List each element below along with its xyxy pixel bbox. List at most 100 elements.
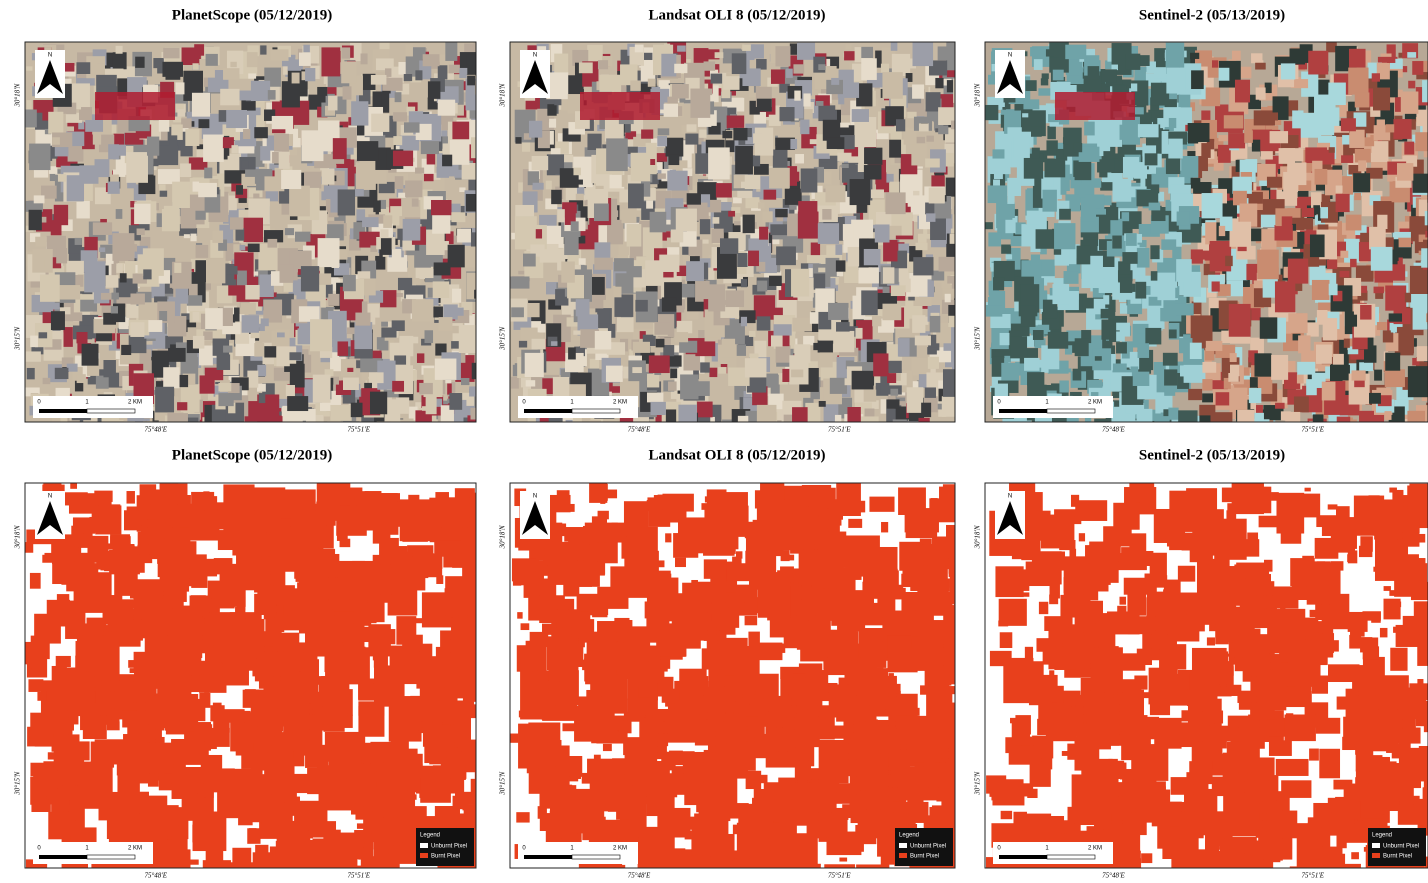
texture-patch [439, 317, 453, 331]
texture-patch [393, 151, 413, 166]
texture-patch [835, 244, 842, 255]
texture-patch [1048, 332, 1068, 349]
texture-patch [236, 185, 243, 195]
texture-patch [328, 96, 337, 111]
texture-patch [628, 183, 644, 208]
texture-patch [1254, 353, 1271, 376]
texture-patch [886, 399, 899, 408]
texture-patch [1369, 227, 1386, 250]
texture-patch [1122, 212, 1130, 221]
texture-patch [466, 194, 483, 212]
texture-patch [1137, 248, 1150, 268]
texture-patch [1235, 80, 1250, 103]
texture-patch [274, 134, 289, 152]
texture-patch [247, 52, 258, 67]
texture-patch [1228, 373, 1238, 382]
texture-patch [1006, 254, 1013, 259]
texture-patch [946, 244, 957, 258]
texture-patch [786, 69, 793, 78]
texture-patch [1327, 260, 1337, 269]
burnt-patch [28, 679, 43, 692]
texture-patch [985, 105, 998, 120]
texture-patch [1310, 235, 1325, 258]
texture-patch [1148, 421, 1159, 436]
longitude-label: 75°48'E [1102, 426, 1125, 434]
texture-patch [1351, 422, 1372, 435]
texture-patch [708, 147, 730, 179]
texture-patch [1111, 65, 1117, 71]
texture-patch [76, 332, 87, 343]
texture-patch [993, 149, 1005, 158]
panel-title: Sentinel-2 (05/13/2019) [1139, 7, 1285, 23]
texture-patch [60, 285, 81, 299]
texture-patch [1255, 63, 1266, 70]
texture-patch [212, 231, 223, 243]
texture-patch [1297, 198, 1306, 207]
texture-patch [757, 281, 767, 292]
texture-patch [1230, 222, 1252, 247]
texture-patch [1387, 57, 1395, 63]
texture-patch [450, 140, 470, 165]
texture-patch [321, 47, 340, 76]
texture-patch [205, 308, 223, 329]
texture-patch [851, 220, 873, 239]
texture-patch [1011, 236, 1023, 246]
scale-bar [999, 409, 1047, 413]
texture-patch [907, 387, 924, 413]
texture-patch [988, 185, 1008, 203]
texture-patch [130, 293, 144, 304]
texture-patch [1007, 196, 1014, 204]
texture-patch [29, 210, 42, 230]
texture-patch [103, 360, 115, 377]
longitude-label: 75°51'E [347, 426, 370, 434]
texture-patch [635, 300, 647, 312]
texture-patch [474, 42, 483, 49]
texture-patch [745, 197, 759, 208]
texture-patch [595, 331, 611, 350]
texture-patch [1036, 229, 1057, 248]
texture-patch [1219, 68, 1230, 81]
texture-patch [913, 42, 934, 66]
texture-patch [749, 331, 756, 337]
burnt-patch [95, 743, 103, 747]
texture-patch [76, 62, 90, 74]
texture-patch [1298, 218, 1313, 230]
texture-patch [1410, 266, 1428, 294]
texture-patch [881, 64, 889, 73]
texture-patch [1244, 130, 1253, 143]
texture-patch [415, 168, 424, 174]
texture-patch [375, 256, 385, 270]
texture-patch [172, 182, 190, 208]
texture-patch [1329, 284, 1338, 295]
texture-patch [915, 243, 927, 250]
texture-patch [882, 72, 902, 99]
texture-patch [426, 397, 437, 415]
texture-patch [1169, 118, 1176, 128]
texture-patch [594, 258, 613, 270]
texture-patch [725, 290, 744, 307]
texture-patch [695, 203, 707, 218]
texture-patch [1097, 159, 1115, 172]
texture-patch [417, 353, 424, 363]
texture-patch [791, 370, 803, 378]
texture-patch [911, 144, 926, 165]
texture-patch [1161, 239, 1176, 250]
texture-patch [428, 81, 440, 99]
texture-patch [743, 215, 755, 234]
texture-patch [421, 141, 439, 154]
texture-patch [318, 273, 332, 284]
texture-patch [1010, 336, 1027, 358]
texture-patch [1202, 193, 1223, 218]
texture-patch [108, 144, 119, 159]
texture-patch [631, 153, 651, 182]
texture-patch [93, 222, 112, 235]
texture-patch [1169, 329, 1177, 338]
texture-patch [1053, 70, 1064, 81]
texture-patch [1270, 131, 1288, 143]
texture-patch [738, 416, 748, 426]
figure: PlanetScope (05/12/2019)N30°18'N30°15'N7… [0, 0, 1428, 883]
texture-patch [536, 229, 542, 238]
texture-patch [1191, 176, 1201, 188]
texture-patch [758, 202, 765, 208]
texture-patch [594, 242, 610, 258]
